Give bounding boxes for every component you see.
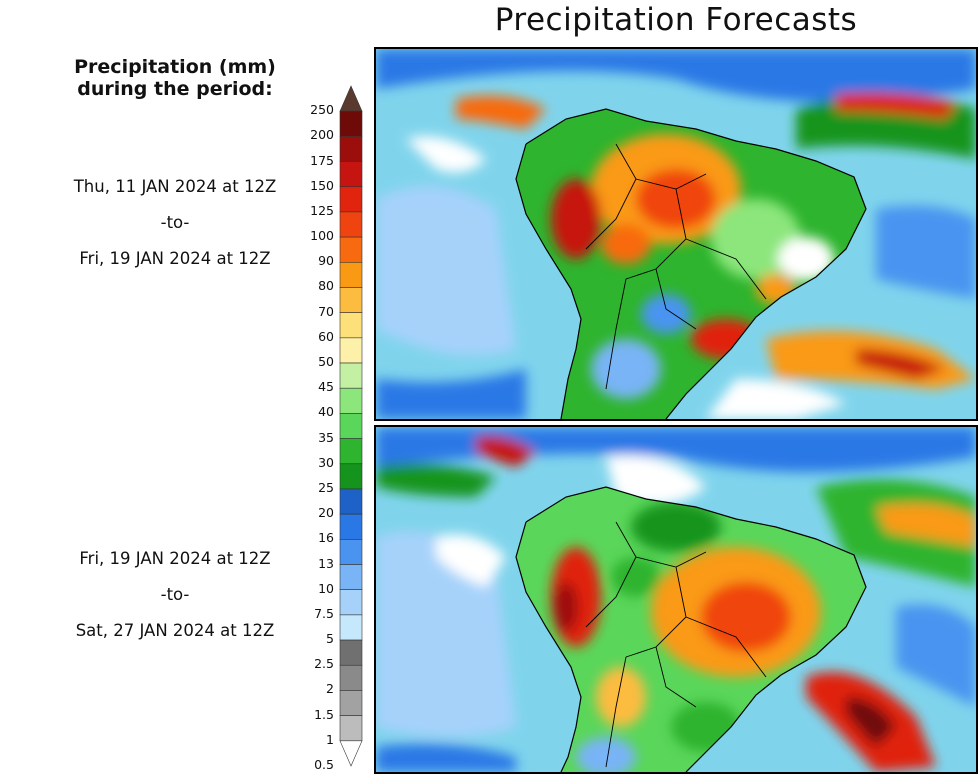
country-borders <box>585 143 767 390</box>
scale-label-80: 80 <box>318 278 334 294</box>
scale-swatch-150 <box>339 161 363 188</box>
scale-swatch-7_5 <box>339 589 363 616</box>
scale-swatch-80 <box>339 261 363 288</box>
scale-label-45: 45 <box>318 379 334 395</box>
scale-swatch-25 <box>339 463 363 490</box>
scale-swatch-40 <box>339 387 363 414</box>
scale-label-16: 16 <box>318 530 334 546</box>
scale-swatch-1_5 <box>339 690 363 716</box>
scale-swatch-16 <box>339 513 363 540</box>
legend-heading-line2: during the period: <box>77 78 273 100</box>
scale-swatch-10 <box>339 564 363 591</box>
scale-swatch-200 <box>339 110 363 137</box>
scale-swatch-50 <box>339 337 363 364</box>
scale-swatch-20 <box>339 488 363 515</box>
scale-label-20: 20 <box>318 505 334 521</box>
precip-map-2 <box>376 427 976 772</box>
scale-label-13: 13 <box>318 555 334 571</box>
scale-swatch-100 <box>339 211 363 238</box>
scale-label-2_5: 2.5 <box>314 656 334 672</box>
scale-swatch-45 <box>339 362 363 389</box>
period-2-to: -to- <box>160 585 190 604</box>
scale-label-25: 25 <box>318 479 334 495</box>
period-1-start: Thu, 11 JAN 2024 at 12Z <box>73 177 277 196</box>
country-borders <box>585 521 767 768</box>
scale-swatch-125 <box>339 186 363 213</box>
scale-label-150: 150 <box>310 177 334 193</box>
scale-swatch-2_5 <box>339 639 363 666</box>
scale-swatch-13 <box>339 539 363 565</box>
scale-label-2: 2 <box>326 681 334 697</box>
scale-label-5: 5 <box>326 631 334 647</box>
forecast-map-period-1 <box>374 47 978 421</box>
scale-label-70: 70 <box>318 303 334 319</box>
legend-heading: Precipitation (mm) during the period: <box>50 56 300 100</box>
scale-label-35: 35 <box>318 429 334 445</box>
scale-label-7_5: 7.5 <box>314 605 334 621</box>
scale-swatch-60 <box>339 312 363 339</box>
scale-label-125: 125 <box>310 202 334 218</box>
page-title: Precipitation Forecasts <box>494 2 858 38</box>
period-2-end: Sat, 27 JAN 2024 at 12Z <box>75 621 275 640</box>
scale-label-10: 10 <box>318 580 334 596</box>
scale-label-1_5: 1.5 <box>314 706 334 722</box>
scale-label-100: 100 <box>310 228 334 244</box>
scale-swatch-30 <box>339 438 363 465</box>
scale-label-175: 175 <box>310 152 334 168</box>
period-1-label: Thu, 11 JAN 2024 at 12Z -to- Fri, 19 JAN… <box>40 169 310 277</box>
ocean-precip-field <box>376 49 976 419</box>
scale-label-60: 60 <box>318 328 334 344</box>
scale-label-1: 1 <box>326 731 334 747</box>
period-2-start: Fri, 19 JAN 2024 at 12Z <box>79 549 271 568</box>
scale-label-40: 40 <box>318 404 334 420</box>
scale-swatch-1 <box>339 715 363 742</box>
period-1-end: Fri, 19 JAN 2024 at 12Z <box>79 249 271 268</box>
forecast-map-period-2 <box>374 425 978 774</box>
ocean-precip-field <box>376 427 976 772</box>
scale-label-50: 50 <box>318 354 334 370</box>
scale-label-90: 90 <box>318 253 334 269</box>
precip-map-1 <box>376 49 976 419</box>
scale-label-30: 30 <box>318 454 334 470</box>
scale-swatch-175 <box>339 136 363 162</box>
scale-swatch-0_5 <box>339 740 363 767</box>
coastline <box>515 486 867 772</box>
scale-swatch-70 <box>339 287 363 313</box>
coastline <box>515 108 867 419</box>
scale-swatch-90 <box>339 236 363 263</box>
color-scale: 250 200 175 150 125 100 90 80 70 60 50 45 40 35 30 25 20… <box>298 0 368 774</box>
period-1-to: -to- <box>160 213 190 232</box>
legend-heading-line1: Precipitation (mm) <box>74 56 276 78</box>
scale-swatch-2 <box>339 664 363 691</box>
color-scale-bar <box>339 85 363 767</box>
scale-swatch-35 <box>339 413 363 439</box>
scale-label-250: 250 <box>310 102 334 118</box>
scale-swatch-250 <box>339 85 363 112</box>
scale-label-200: 200 <box>310 127 334 143</box>
scale-swatch-5 <box>339 614 363 641</box>
scale-label-0_5: 0.5 <box>314 757 334 772</box>
period-2-label: Fri, 19 JAN 2024 at 12Z -to- Sat, 27 JAN… <box>40 541 310 649</box>
